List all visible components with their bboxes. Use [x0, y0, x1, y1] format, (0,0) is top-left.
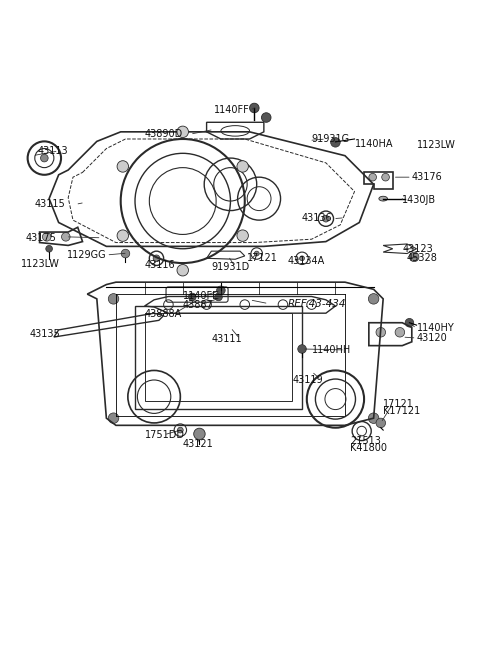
Text: 43175: 43175: [25, 233, 56, 243]
Circle shape: [405, 318, 414, 327]
Text: 1129GG: 1129GG: [67, 250, 107, 260]
Text: 1140HA: 1140HA: [355, 139, 393, 149]
Circle shape: [298, 345, 306, 353]
Text: 43115: 43115: [35, 199, 66, 210]
Text: 17121: 17121: [247, 253, 278, 263]
Circle shape: [121, 250, 130, 258]
Circle shape: [368, 413, 379, 423]
Circle shape: [42, 233, 51, 241]
Text: 43887: 43887: [183, 299, 214, 310]
Text: 91931G: 91931G: [312, 134, 350, 144]
Text: 43116: 43116: [144, 261, 175, 271]
Text: 43123: 43123: [402, 244, 433, 253]
Text: 43119: 43119: [292, 375, 323, 385]
Circle shape: [189, 293, 196, 301]
Bar: [135, 306, 302, 409]
Circle shape: [395, 328, 405, 337]
Circle shape: [61, 233, 70, 241]
Text: 43111: 43111: [211, 334, 242, 344]
Circle shape: [368, 293, 379, 304]
Circle shape: [250, 103, 259, 113]
Circle shape: [254, 251, 259, 256]
Text: 43120: 43120: [417, 333, 447, 343]
Text: 1123LW: 1123LW: [417, 140, 456, 150]
Text: 1140FE: 1140FE: [183, 291, 219, 301]
Circle shape: [153, 255, 160, 261]
Circle shape: [46, 246, 52, 252]
Circle shape: [194, 428, 205, 440]
Text: 1751DD: 1751DD: [144, 430, 184, 440]
Text: 43113: 43113: [37, 146, 68, 156]
Text: 1140HY: 1140HY: [417, 324, 455, 333]
Text: REF.43-434: REF.43-434: [288, 299, 346, 309]
Circle shape: [216, 286, 225, 295]
Circle shape: [177, 265, 189, 276]
Text: K17121: K17121: [383, 406, 420, 416]
Circle shape: [108, 413, 119, 423]
Circle shape: [376, 328, 385, 337]
Text: 43136: 43136: [302, 213, 333, 223]
Circle shape: [108, 293, 119, 304]
Text: 43890D: 43890D: [144, 129, 183, 140]
Circle shape: [177, 126, 189, 138]
Ellipse shape: [379, 196, 387, 201]
Circle shape: [262, 113, 271, 122]
Text: 43121: 43121: [183, 440, 214, 449]
Circle shape: [382, 174, 389, 181]
Circle shape: [237, 230, 248, 241]
Text: 1140HH: 1140HH: [312, 345, 351, 355]
Circle shape: [40, 155, 48, 162]
Circle shape: [409, 252, 419, 261]
Circle shape: [215, 293, 222, 301]
Text: 1140FF: 1140FF: [214, 105, 250, 115]
Text: 17121: 17121: [383, 399, 414, 409]
Text: 45328: 45328: [407, 253, 438, 263]
Circle shape: [369, 174, 376, 181]
Circle shape: [331, 138, 340, 147]
Text: 1123LW: 1123LW: [21, 259, 60, 269]
Circle shape: [237, 160, 248, 172]
Circle shape: [300, 256, 304, 261]
Text: 91931D: 91931D: [211, 262, 250, 272]
Text: 21513: 21513: [350, 436, 381, 445]
Text: 1430JB: 1430JB: [402, 195, 436, 204]
Text: 43888A: 43888A: [144, 309, 182, 319]
Bar: [144, 313, 292, 402]
Text: 43135: 43135: [30, 329, 61, 339]
Text: 43176: 43176: [412, 172, 443, 182]
Circle shape: [117, 160, 129, 172]
Circle shape: [178, 427, 183, 433]
Text: 43134A: 43134A: [288, 255, 325, 266]
Text: K41800: K41800: [350, 443, 387, 453]
Circle shape: [376, 418, 385, 428]
Circle shape: [117, 230, 129, 241]
Circle shape: [323, 215, 329, 222]
